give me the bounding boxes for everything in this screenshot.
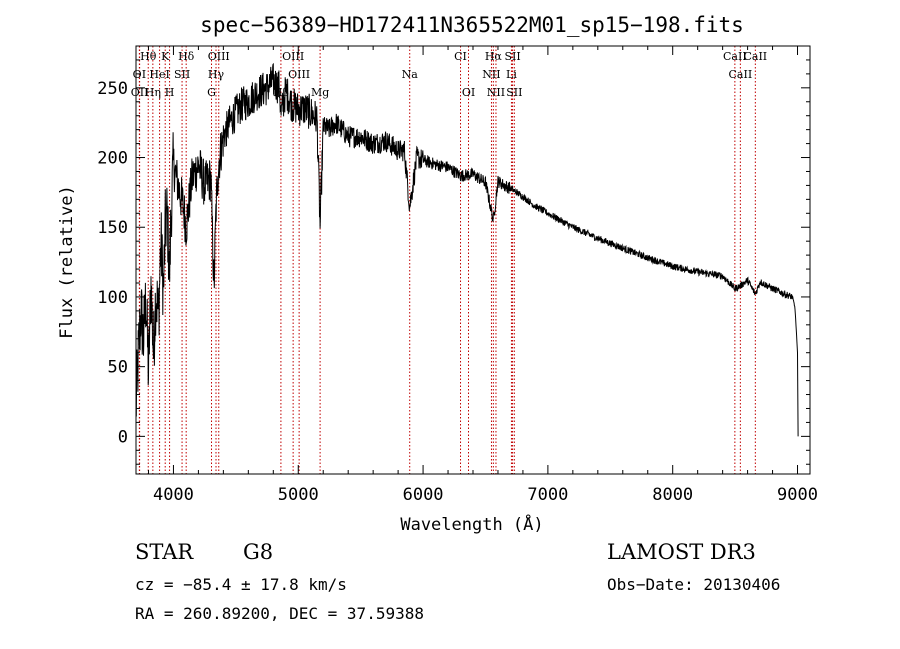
x-tick-label: 6000 — [403, 485, 444, 505]
y-tick-label: 250 — [97, 79, 128, 99]
spectral-line-label: NII — [487, 86, 505, 99]
plot-frame — [135, 45, 811, 475]
spectrum-line — [135, 62, 799, 437]
y-axis-label: Flux (relative) — [57, 185, 77, 339]
spectral-line-label: SII — [506, 86, 522, 99]
spectral-line-label: SII — [174, 68, 190, 81]
spectral-line-label: CaII — [743, 50, 767, 63]
spectral-line-label: OII — [131, 86, 149, 99]
observation-date: Obs−Date: 20130406 — [607, 575, 781, 594]
y-tick-label: 150 — [97, 218, 128, 238]
y-tick-label: 200 — [97, 149, 128, 169]
spectral-line-label: Na — [402, 68, 419, 81]
spectral-line-label: Mg — [311, 86, 329, 99]
spectral-line-label: Hγ — [208, 68, 225, 81]
redshift-value: cz = −85.4 ± 17.8 km/s — [135, 575, 347, 594]
spectral-line-label: NII — [482, 68, 500, 81]
x-tick-label: 5000 — [278, 485, 319, 505]
x-tick-label: 9000 — [777, 485, 818, 505]
chart-title: spec−56389−HD172411N365522M01_sp15−198.f… — [200, 13, 744, 37]
object-type: STAR — [135, 540, 194, 564]
spectral-line-label: G — [207, 86, 216, 99]
survey-name: LAMOST DR3 — [607, 540, 756, 564]
spectral-line-label: SII — [504, 50, 520, 63]
y-tick-label: 100 — [97, 288, 128, 308]
spectral-line-label: CI — [454, 50, 467, 63]
spectral-subclass: G8 — [243, 540, 274, 564]
y-tick-label: 0 — [118, 427, 128, 447]
spectral-line-label: Li — [506, 68, 517, 81]
x-tick-label: 8000 — [652, 485, 693, 505]
coordinates: RA = 260.89200, DEC = 37.59388 — [135, 604, 424, 623]
spectral-line-label: OI — [462, 86, 475, 99]
spectral-line-label: Hα — [485, 50, 503, 63]
spectral-line-label: Hβ — [273, 86, 289, 99]
spectral-line-label: K — [161, 50, 170, 63]
x-axis-label: Wavelength (Å) — [400, 513, 543, 535]
x-tick-label: 4000 — [153, 485, 194, 505]
spectral-line-label: OIII — [288, 68, 310, 81]
spectral-line-label: OIII — [282, 50, 304, 63]
spectral-line-label: H — [165, 86, 175, 99]
spectrum-chart: 4000 5000 6000 7000 8000 9000050100150200250 … — [57, 13, 818, 535]
spectral-line-label: CaII — [729, 68, 753, 81]
spectral-line-label: CaII — [723, 50, 747, 63]
spectral-line-label: Hδ — [178, 50, 195, 63]
x-tick-label: 7000 — [527, 485, 568, 505]
spectral-line-label: Hθ — [140, 50, 157, 63]
spectral-line-label: HeI — [149, 68, 169, 81]
axis-ticks-layer: 4000 5000 6000 7000 8000 9000 0 50 100 150 200 250 — [97, 46, 818, 505]
spectral-line-label: Hη — [145, 86, 161, 99]
y-tick-label: 50 — [108, 358, 128, 378]
spectrum-layer — [135, 62, 799, 437]
spectral-line-label: OIII — [208, 50, 230, 63]
spectral-line-label: OI — [133, 68, 146, 81]
